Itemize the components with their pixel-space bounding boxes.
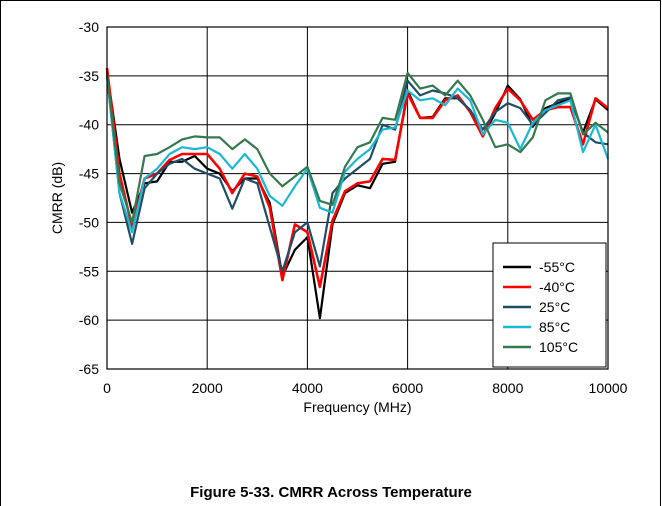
series-line-3 (105, 75, 609, 273)
cmrr-chart: 0 2000 4000 6000 8000 10000 -65 -60 -55 -50 -45 -40… (49, 19, 628, 415)
y-tick-label: -35 (79, 68, 99, 84)
y-tick-label: -60 (79, 312, 99, 328)
tick-labels: 0 2000 4000 6000 8000 10000 -65 -60 -55 -50 -45 -40… (79, 19, 628, 396)
legend-entry: 85°C (539, 319, 570, 335)
x-tick-label: 4000 (292, 380, 323, 396)
y-tick-label: -55 (79, 263, 99, 279)
x-tick-label: 6000 (392, 380, 423, 396)
x-tick-label: 8000 (492, 380, 523, 396)
legend-entry: -40°C (539, 279, 575, 295)
x-tick-label: 2000 (192, 380, 223, 396)
legend-entry: 25°C (539, 299, 570, 315)
y-tick-label: -50 (79, 214, 99, 230)
legend-entry: 105°C (539, 339, 578, 355)
legend: -55°C -40°C 25°C 85°C 105°C (492, 242, 607, 368)
series-line-5 (105, 71, 609, 224)
y-tick-label: -65 (79, 361, 99, 377)
y-tick-label: -30 (79, 19, 99, 35)
axes (106, 26, 609, 370)
y-tick-label: -40 (79, 117, 99, 133)
x-tick-label: 0 (103, 380, 111, 396)
figure-caption: Figure 5-33. CMRR Across Temperature (190, 484, 472, 501)
series-line-2 (105, 67, 609, 289)
y-tick-label: -45 (79, 166, 99, 182)
legend-entry: -55°C (539, 259, 575, 275)
x-tick-label: 10000 (589, 380, 628, 396)
grid (107, 27, 608, 369)
plot-area-border (106, 26, 609, 370)
series-lines (105, 67, 610, 320)
x-axis-label: Frequency (MHz) (303, 399, 411, 415)
series-line-4 (105, 75, 610, 234)
y-axis-label: CMRR (dB) (49, 162, 65, 234)
